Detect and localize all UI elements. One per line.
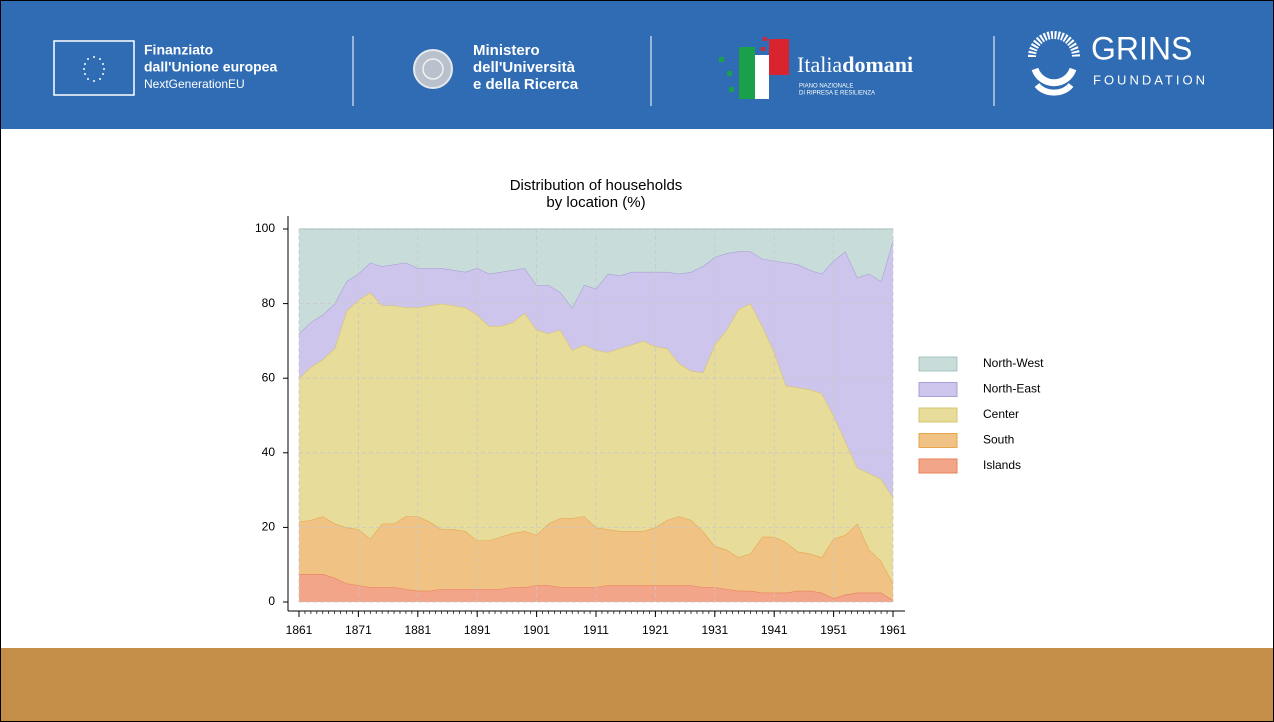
legend-swatch xyxy=(918,382,958,397)
y-tick-label: 60 xyxy=(262,370,276,384)
y-tick-label: 100 xyxy=(255,221,275,235)
legend-swatch xyxy=(918,458,958,474)
eu-line: NextGenerationEU xyxy=(144,77,245,91)
eu-flag xyxy=(53,40,135,96)
eu-line: dall'Unione europea xyxy=(144,59,277,75)
legend-label: North-East xyxy=(983,382,1041,396)
ministry-seal-inner xyxy=(422,58,444,80)
legend-label: South xyxy=(983,433,1014,447)
legend: North-West North-East Center South Islands xyxy=(918,356,1044,474)
italiadomani-sub: DI RIPRESA E RESILIENZA xyxy=(799,91,875,97)
x-tick-label: 1931 xyxy=(701,623,728,637)
y-tick-label: 40 xyxy=(262,445,276,459)
axes: 0 20 40 60 80 100 1861 1871 1881 1891 1901 1911 1921… xyxy=(255,216,907,637)
italiadomani-logo xyxy=(719,37,789,99)
y-tick-label: 0 xyxy=(268,594,275,608)
x-tick-label: 1961 xyxy=(880,623,907,637)
y-tick-label: 20 xyxy=(262,520,276,534)
x-tick-label: 1871 xyxy=(345,623,372,637)
ministry-seal xyxy=(413,49,453,89)
legend-swatch xyxy=(918,356,958,372)
x-tick-label: 1911 xyxy=(583,623,609,637)
legend-label: Center xyxy=(983,407,1019,421)
x-tick-label: 1861 xyxy=(286,623,313,637)
legend-swatch xyxy=(918,407,958,423)
eu-line: Finanziato xyxy=(144,42,213,58)
x-tick-label: 1941 xyxy=(761,623,788,637)
header-band xyxy=(1,1,1273,129)
legend-label: Islands xyxy=(983,458,1021,472)
italiadomani-text: Italiadomani xyxy=(797,52,913,77)
area xyxy=(299,240,893,498)
ministry-line: e della Ricerca xyxy=(473,76,579,93)
x-tick-label: 1891 xyxy=(464,623,491,637)
grins-name: GRINS xyxy=(1091,30,1192,66)
legend-label: North-West xyxy=(983,356,1044,370)
ministry-line: dell'Università xyxy=(473,59,576,76)
footer-band xyxy=(1,648,1273,721)
legend-swatch xyxy=(918,433,958,448)
chart-title: Distribution of households xyxy=(510,177,683,194)
grins-logo xyxy=(1028,31,1080,96)
x-tick-label: 1881 xyxy=(404,623,431,637)
ministry-line: Ministero xyxy=(473,42,540,59)
italiadomani-light: Italia xyxy=(797,52,842,77)
x-tick-label: 1921 xyxy=(642,623,669,637)
x-tick-label: 1901 xyxy=(523,623,550,637)
area xyxy=(299,292,893,584)
eu-stars xyxy=(83,56,105,82)
y-tick-label: 80 xyxy=(262,296,276,310)
italiadomani-bold: domani xyxy=(842,52,913,77)
grid xyxy=(298,228,894,603)
grins-sub: FOUNDATION xyxy=(1093,72,1208,87)
chart-title: by location (%) xyxy=(546,194,645,211)
x-tick-label: 1951 xyxy=(820,623,847,637)
italiadomani-sub: PIANO NAZIONALE xyxy=(799,84,853,90)
